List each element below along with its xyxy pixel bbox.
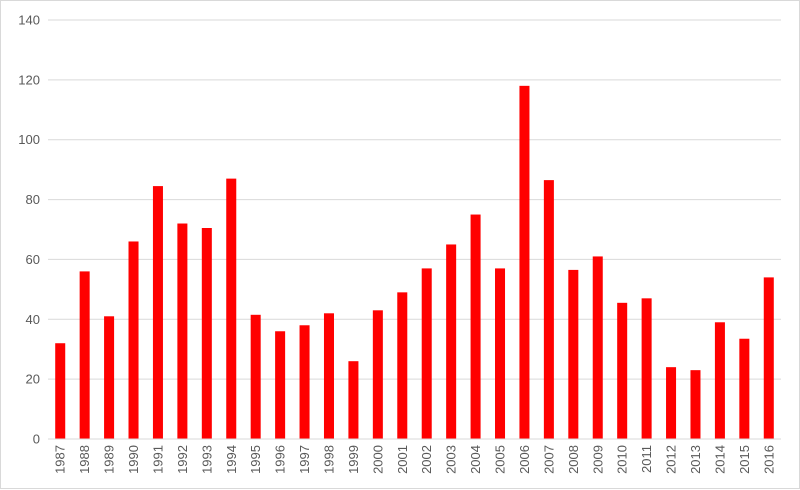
bar-1992 <box>177 223 188 439</box>
x-tick-label: 2016 <box>761 445 776 474</box>
bar-1997 <box>299 325 310 439</box>
x-tick-label: 2014 <box>712 445 727 474</box>
x-tick-label: 1989 <box>102 445 117 474</box>
x-tick-label: 2009 <box>590 445 605 474</box>
x-tick-label: 2005 <box>493 445 508 474</box>
y-tick-label: 100 <box>18 132 40 147</box>
bar-1995 <box>250 314 261 439</box>
x-tick-label: 1994 <box>224 445 239 474</box>
x-axis-tick-labels: 1987 1988 1989 1990 1991 1992 1993 1994 1995 1996… <box>53 445 777 474</box>
bar-2011 <box>641 298 652 439</box>
bar-2012 <box>666 367 677 439</box>
bar-2014 <box>714 322 725 439</box>
x-tick-label: 1998 <box>321 445 336 474</box>
bar-1999 <box>348 361 359 439</box>
y-tick-label: 80 <box>26 192 40 207</box>
x-tick-label: 1996 <box>273 445 288 474</box>
bar-2004 <box>470 214 481 439</box>
bar-2010 <box>617 302 628 439</box>
x-tick-label: 2008 <box>566 445 581 474</box>
bar-1991 <box>152 186 163 439</box>
bar-1988 <box>79 271 90 439</box>
bar-2000 <box>372 310 383 439</box>
bar-1989 <box>104 316 115 439</box>
bar-2013 <box>690 370 701 439</box>
bar-1987 <box>55 343 66 439</box>
bar-2005 <box>495 268 506 439</box>
bar-2001 <box>397 292 408 439</box>
bar-2016 <box>763 277 774 439</box>
x-tick-label: 1995 <box>248 445 263 474</box>
x-tick-label: 2007 <box>541 445 556 474</box>
bar-2015 <box>739 338 750 439</box>
y-tick-label: 120 <box>18 72 40 87</box>
x-tick-label: 2010 <box>615 445 630 474</box>
x-tick-label: 2001 <box>395 445 410 474</box>
bar-2007 <box>543 180 554 439</box>
x-tick-label: 1991 <box>150 445 165 474</box>
x-tick-label: 1990 <box>126 445 141 474</box>
bar-1998 <box>323 313 334 439</box>
gridlines <box>48 19 781 380</box>
x-tick-label: 1997 <box>297 445 312 474</box>
bar-2009 <box>592 256 603 439</box>
x-tick-label: 2013 <box>688 445 703 474</box>
bar-1994 <box>226 178 237 439</box>
x-tick-label: 2015 <box>737 445 752 474</box>
x-tick-label: 1999 <box>346 445 361 474</box>
y-tick-label: 60 <box>26 252 40 267</box>
bar-1993 <box>201 228 212 439</box>
x-tick-label: 2002 <box>419 445 434 474</box>
bar-2006 <box>519 85 530 439</box>
x-tick-label: 1993 <box>199 445 214 474</box>
x-tick-label: 2012 <box>664 445 679 474</box>
x-tick-label: 2000 <box>370 445 385 474</box>
x-tick-label: 1987 <box>53 445 68 474</box>
x-tick-label: 2004 <box>468 445 483 474</box>
x-tick-label: 2003 <box>444 445 459 474</box>
bar-1990 <box>128 241 139 439</box>
bar-2003 <box>446 244 457 439</box>
x-tick-label: 1992 <box>175 445 190 474</box>
bar-2008 <box>568 269 579 439</box>
bar-2002 <box>421 268 432 439</box>
bar-1996 <box>275 331 286 439</box>
x-tick-label: 2006 <box>517 445 532 474</box>
y-tick-label: 0 <box>33 432 40 447</box>
y-tick-label: 140 <box>18 13 40 28</box>
y-tick-label: 40 <box>26 312 40 327</box>
x-tick-label: 2011 <box>639 445 654 473</box>
y-tick-label: 20 <box>26 372 40 387</box>
x-tick-label: 1988 <box>77 445 92 474</box>
bars <box>55 85 774 439</box>
y-axis-tick-labels: 0 20 40 60 80 100 120 140 <box>18 13 40 447</box>
